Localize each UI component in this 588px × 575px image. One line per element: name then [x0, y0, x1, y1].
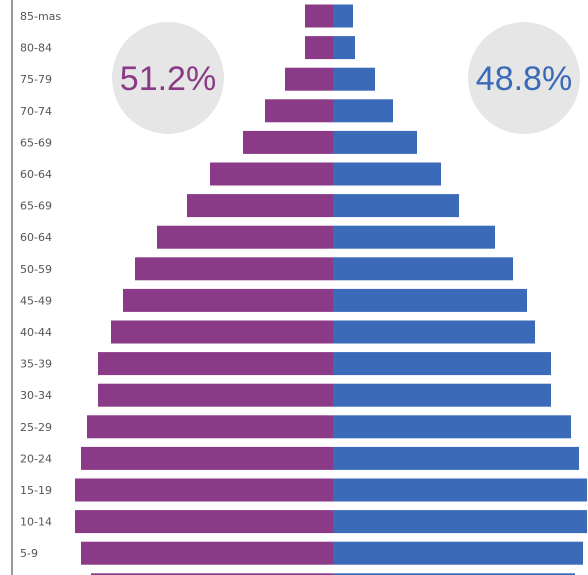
- bar-right-17: [333, 541, 583, 565]
- bar-right-11: [333, 352, 551, 376]
- bar-left-15: [75, 478, 333, 502]
- y-tick-label: 70-74: [20, 105, 52, 118]
- bar-right-15: [333, 478, 587, 502]
- y-tick-label: 65-69: [20, 200, 52, 213]
- y-tick-label: 80-84: [20, 42, 52, 55]
- y-tick-label: 40-44: [20, 326, 52, 339]
- bar-left-13: [87, 415, 333, 439]
- bar-right-5: [333, 162, 441, 186]
- bar-left-7: [157, 225, 333, 249]
- bar-right-13: [333, 415, 571, 439]
- bar-left-18: [91, 573, 333, 575]
- y-tick-label: 5-9: [20, 547, 38, 560]
- percent-annotation-0: 51.2%: [120, 60, 216, 98]
- bar-right-4: [333, 130, 417, 154]
- bar-right-0: [333, 4, 353, 28]
- bar-right-8: [333, 257, 513, 281]
- y-tick-label: 35-39: [20, 358, 52, 371]
- bar-left-2: [285, 67, 333, 91]
- y-tick-label: 30-34: [20, 389, 52, 402]
- y-tick-label: 65-69: [20, 136, 52, 149]
- bar-left-17: [81, 541, 333, 565]
- y-tick-label: 50-59: [20, 263, 52, 276]
- y-tick-label: 15-19: [20, 484, 52, 497]
- bar-right-18: [333, 573, 575, 575]
- bar-left-16: [75, 510, 333, 534]
- bar-left-9: [123, 288, 333, 312]
- bar-left-3: [265, 99, 333, 123]
- bar-right-16: [333, 510, 587, 534]
- bar-left-6: [187, 194, 333, 218]
- bar-left-4: [243, 130, 333, 154]
- bar-right-12: [333, 383, 551, 407]
- y-tick-label: 45-49: [20, 294, 52, 307]
- bar-right-9: [333, 288, 527, 312]
- bar-left-14: [81, 446, 333, 470]
- bar-right-10: [333, 320, 535, 344]
- y-tick-label: 60-64: [20, 168, 52, 181]
- bar-right-7: [333, 225, 495, 249]
- bar-left-8: [135, 257, 333, 281]
- bar-right-3: [333, 99, 393, 123]
- y-tick-label: 25-29: [20, 421, 52, 434]
- bar-right-6: [333, 194, 459, 218]
- bar-right-1: [333, 36, 355, 60]
- percent-bubble-0: [112, 22, 224, 134]
- percent-annotation-1: 48.8%: [476, 60, 572, 98]
- bar-right-14: [333, 446, 579, 470]
- y-tick-label: 75-79: [20, 73, 52, 86]
- y-tick-label: 85-mas: [20, 10, 61, 23]
- bar-left-11: [98, 352, 333, 376]
- bar-left-10: [111, 320, 333, 344]
- bar-left-1: [305, 36, 333, 60]
- bar-right-2: [333, 67, 375, 91]
- bar-left-0: [305, 4, 333, 28]
- y-tick-label: 10-14: [20, 516, 52, 529]
- percent-bubble-1: [468, 22, 580, 134]
- y-tick-label: 60-64: [20, 231, 52, 244]
- y-tick-label: 20-24: [20, 452, 52, 465]
- bar-left-12: [98, 383, 333, 407]
- bar-left-5: [210, 162, 333, 186]
